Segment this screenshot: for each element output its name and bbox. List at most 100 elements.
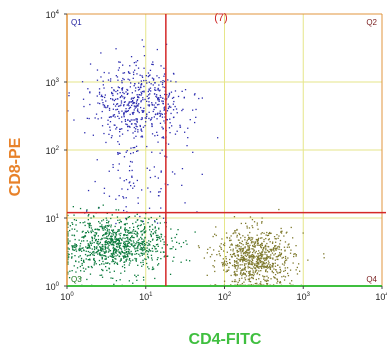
data-point [323,253,325,255]
data-point [130,56,133,58]
data-point [105,251,107,253]
data-point [245,243,247,245]
data-point [267,234,270,236]
data-point [237,265,239,267]
data-point [79,245,81,247]
data-point [148,105,150,107]
data-point [124,101,126,103]
data-point [251,277,253,279]
data-point [166,244,168,246]
data-point [254,252,256,254]
data-point [157,141,159,143]
data-point [137,244,139,246]
data-point [128,182,130,184]
data-point [245,241,247,244]
data-point [140,220,142,222]
data-point [250,255,253,258]
data-point [237,281,239,283]
data-point [142,220,144,222]
data-point [87,246,89,249]
data-point [139,215,141,218]
data-point [163,73,166,75]
data-point [141,93,143,95]
data-point [175,108,178,110]
data-point [284,255,287,258]
data-point [236,229,238,231]
data-point [206,274,208,276]
data-point [259,244,261,246]
data-point [67,241,69,243]
data-point [76,245,78,247]
data-point [118,246,120,248]
data-point [107,262,109,264]
data-point [226,270,228,272]
data-point [163,241,165,243]
data-point [143,228,145,231]
data-point [156,104,159,106]
data-point [114,124,116,126]
data-point [115,250,117,252]
data-point [121,239,123,241]
data-point [137,104,139,106]
data-point [112,115,114,117]
data-point [164,221,166,224]
data-point [115,243,118,245]
data-point [99,274,101,276]
data-point [245,222,247,224]
data-point [265,237,267,240]
data-point [142,230,144,232]
data-point [96,159,98,161]
data-point [151,133,154,135]
data-point [100,246,102,248]
data-point [106,227,108,229]
data-point [255,264,258,266]
data-point [121,250,123,253]
data-point [75,248,77,250]
data-point [68,95,70,97]
data-point [251,225,253,227]
data-point [171,240,173,242]
data-point [135,125,137,127]
data-point [140,247,143,249]
data-point [115,280,118,282]
data-point [118,61,120,63]
data-point [67,222,69,225]
data-point [135,230,137,232]
data-point [247,238,249,240]
data-point [124,241,126,243]
data-point [157,236,159,239]
data-point [277,264,279,266]
data-point [264,263,266,265]
data-point [110,239,112,241]
data-point [135,64,137,67]
data-point [133,232,135,235]
data-point [76,267,79,269]
data-point [287,275,290,277]
data-point [149,69,152,71]
data-point [260,245,262,248]
data-point [131,92,133,94]
data-point [166,255,168,257]
data-point [73,119,75,121]
data-point [67,271,69,273]
data-point [75,244,77,246]
data-point [246,251,248,254]
data-point [250,239,252,241]
data-point [141,39,143,41]
data-point [99,264,101,266]
data-point [244,239,246,241]
data-point [129,181,131,183]
data-point [240,248,243,250]
data-point [124,234,126,236]
data-point [125,123,127,125]
data-point [159,152,161,154]
data-point [251,254,254,256]
data-point [132,236,134,239]
data-point [136,105,138,107]
data-point [152,238,154,240]
data-point [113,270,115,272]
data-point [226,251,228,253]
data-point [272,258,274,260]
data-point [268,251,270,253]
data-point [268,266,271,268]
